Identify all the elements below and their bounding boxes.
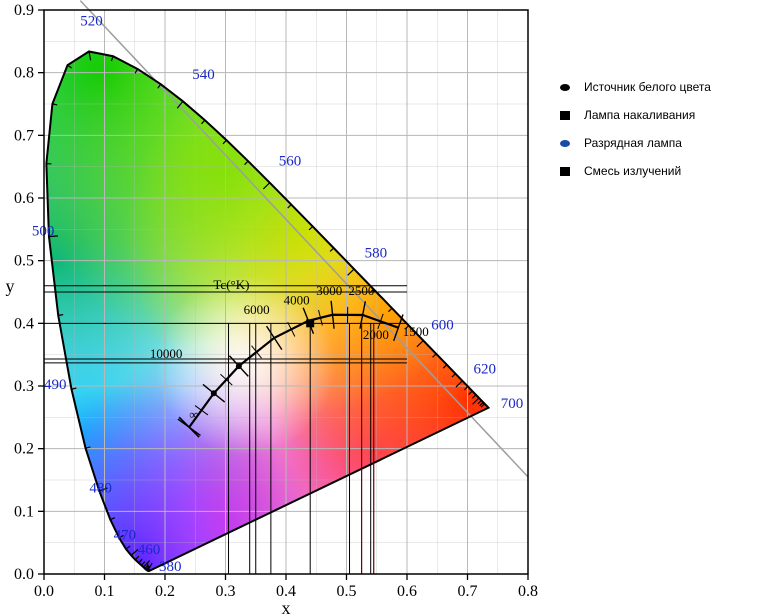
x-tick-label: 0.3 [216, 583, 236, 600]
x-tick-label: 0.8 [518, 583, 538, 600]
incandescent-marker [306, 319, 314, 327]
x-tick-label: 0.7 [458, 583, 478, 600]
x-tick-label: 0.1 [95, 583, 115, 600]
y-tick-label: 0.4 [14, 315, 34, 332]
wavelength-label: 700 [501, 396, 524, 412]
legend-marker-square [560, 111, 570, 120]
wavelength-label: 520 [80, 14, 103, 30]
legend-item: Смесь излучений [560, 164, 760, 178]
y-tick-label: 0.9 [14, 2, 34, 19]
legend-label: Источник белого цвета [584, 80, 711, 94]
tc-label: 3000 [316, 283, 342, 298]
wavelength-label: 540 [192, 67, 215, 83]
legend-marker-circle [560, 140, 570, 147]
tc-label: 2000 [363, 327, 389, 342]
wavelength-label: 560 [279, 153, 302, 169]
x-tick-label: 0.2 [155, 583, 175, 600]
legend-item: Разрядная лампа [560, 136, 760, 150]
tc-label: 4000 [284, 293, 310, 308]
white-source-marker [236, 363, 242, 369]
legend-marker-circle [560, 84, 570, 91]
wavelength-label: 620 [474, 361, 497, 377]
wavelength-label: 490 [44, 377, 67, 393]
wavelength-label: 380 [159, 559, 182, 575]
white-source-marker [211, 390, 217, 396]
legend-marker-square [560, 167, 570, 176]
legend-label: Разрядная лампа [584, 136, 682, 150]
x-tick-label: 0.0 [34, 583, 54, 600]
legend-item: Источник белого цвета [560, 80, 760, 94]
y-tick-label: 0.0 [14, 566, 34, 583]
wavelength-label: 500 [32, 224, 55, 240]
wavelength-label: 470 [114, 528, 137, 544]
y-tick-label: 0.3 [14, 378, 34, 395]
x-tick-label: 0.5 [337, 583, 357, 600]
y-tick-label: 0.5 [14, 253, 34, 270]
x-tick-label: 0.6 [397, 583, 417, 600]
tc-label: 10000 [150, 346, 183, 361]
y-tick-label: 0.7 [14, 127, 34, 144]
legend-label: Смесь излучений [584, 164, 681, 178]
wavelength-label: 480 [89, 481, 112, 497]
y-tick-label: 0.6 [14, 190, 34, 207]
tc-label: ∞ [189, 407, 198, 422]
tc-label: 6000 [244, 302, 270, 317]
y-axis-label: y [6, 276, 15, 296]
legend: Источник белого цвета Лампа накаливания … [560, 80, 760, 192]
wavelength-label: 460 [138, 542, 161, 558]
x-axis-label: x [282, 598, 291, 615]
tc-title: Tc(°K) [213, 277, 249, 292]
tc-label: 1500 [403, 324, 429, 339]
legend-label: Лампа накаливания [584, 108, 695, 122]
wavelength-label: 600 [431, 318, 454, 334]
y-tick-label: 0.8 [14, 65, 34, 82]
wavelength-label: 580 [365, 246, 388, 262]
tc-label: 2500 [348, 283, 374, 298]
chromaticity-chart: 380460470 480 490 500 520 540 560 580 600 620 700 T… [0, 0, 540, 615]
y-tick-label: 0.1 [14, 503, 34, 520]
y-tick-label: 0.2 [14, 441, 34, 458]
legend-item: Лампа накаливания [560, 108, 760, 122]
